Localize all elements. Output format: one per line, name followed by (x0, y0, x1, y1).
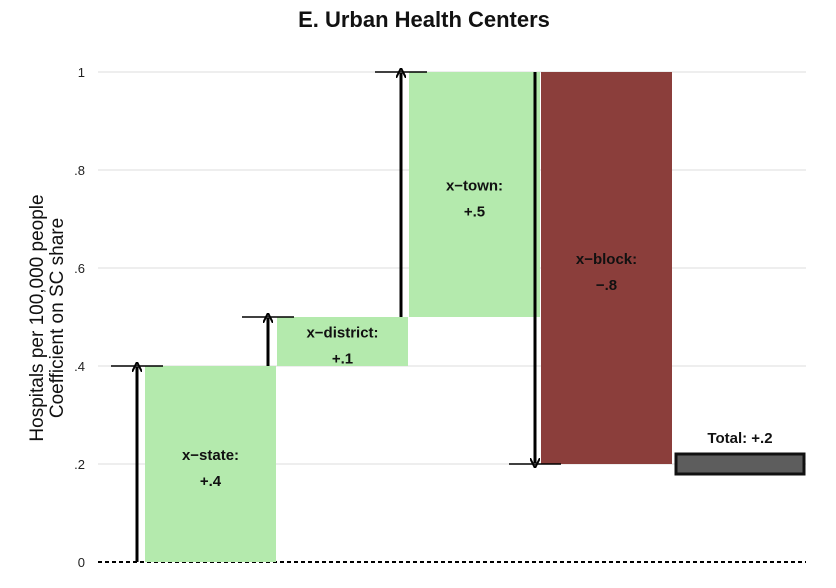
y-axis-title: Hospitals per 100,000 peopleCoefficient … (27, 194, 68, 441)
bar-total (674, 452, 806, 476)
y-tick-label: .4 (74, 359, 85, 374)
bar-labels: x−state: +.4 x−district: +.1 x−town: +.5 x−blo… (182, 178, 773, 491)
y-axis-title-text: Hospitals per 100,000 peopleCoefficient … (27, 194, 68, 441)
bar-label-total: Total: +.2 (707, 430, 772, 447)
y-tick-label: .6 (74, 261, 85, 276)
arrows (111, 72, 561, 562)
bars (145, 72, 806, 562)
y-axis-ticks: 0 .2 .4 .6 .8 1 (74, 65, 85, 570)
bar-x-block (541, 72, 672, 464)
y-tick-label: 1 (78, 65, 85, 80)
bar-x-state (145, 366, 276, 562)
y-tick-label: 0 (78, 555, 85, 570)
bar-label-x-block: x−block: −.8 (576, 251, 637, 294)
y-tick-label: .8 (74, 163, 85, 178)
bar-label-x-state: x−state: +.4 (182, 447, 239, 490)
chart-title: E. Urban Health Centers (298, 7, 550, 32)
bar-label-x-town: x−town: +.5 (446, 178, 503, 221)
bar-x-town (409, 72, 540, 317)
bar-x-district (277, 317, 408, 366)
bar-label-x-district: x−district: +.1 (306, 325, 378, 368)
y-tick-label: .2 (74, 457, 85, 472)
